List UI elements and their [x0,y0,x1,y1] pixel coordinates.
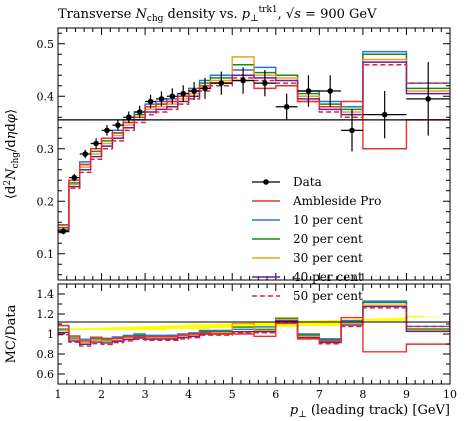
data-point [254,70,276,97]
legend-data-marker [263,179,269,185]
data-marker [425,96,432,102]
data-marker [147,98,154,105]
legend-entry-40-per-cent: 40 per cent [252,270,363,284]
data-marker [136,109,143,115]
data-point [362,91,407,139]
x-tick-label: 9 [403,388,410,401]
legend-label: 10 per cent [293,213,363,227]
main-plot-frame [57,27,451,281]
y-tick-label: 0.3 [37,143,55,156]
data-marker [82,151,89,157]
data-point [0,117,450,123]
x-tick-label: 6 [272,388,279,401]
data-marker [381,111,388,118]
data-point [406,62,450,136]
data-point [79,149,91,159]
data-marker [158,96,165,102]
legend-entry-ambleside-pro: Ambleside Pro [252,194,381,208]
ratio-series-group [58,300,450,353]
ratio-y-tick-label: 1 [47,328,54,341]
x-tick-label: 7 [316,388,323,401]
data-marker [125,114,132,121]
legend-label-data: Data [293,175,322,189]
data-point [166,88,178,105]
data-marker [349,127,355,134]
data-point [112,119,124,131]
legend-entry-20-per-cent: 20 per cent [252,232,363,246]
data-marker [283,103,290,110]
data-point [275,93,298,120]
data-point [232,67,254,94]
y-tick-label: 0.1 [37,248,55,261]
data-marker [115,122,121,128]
ratio-line-40-per-cent [58,305,450,346]
legend-label: 30 per cent [293,251,363,265]
legend-entry-data: Data [252,175,322,189]
legend-entry-10-per-cent: 10 per cent [252,213,363,227]
data-point [177,85,189,103]
ratio-y-tick-label: 1.4 [37,288,55,301]
x-tick-label: 10 [443,388,457,401]
data-point [123,111,135,124]
data-marker [104,127,110,134]
x-tick-label: 2 [98,388,105,401]
data-marker [180,90,187,97]
data-point [134,105,146,119]
ratio-y-axis-label: MC/Data [4,304,19,363]
data-point [297,75,320,107]
data-marker [262,80,268,86]
data-marker [71,174,78,181]
data-point [210,71,233,95]
legend-label: 40 per cent [293,270,363,284]
x-tick-label: 8 [359,388,366,401]
data-marker [327,88,334,94]
data-marker [60,228,67,234]
y-tick-label: 0.4 [37,90,55,103]
series-line-ambleside-pro [58,79,450,226]
ratio-line-ambleside-pro [58,316,450,353]
data-marker [202,85,208,92]
data-point [90,138,102,149]
data-point [145,94,156,109]
data-marker [218,80,225,86]
legend-label: 50 per cent [293,289,363,303]
legend-label: Ambleside Pro [292,194,381,208]
x-axis-label: p⊥ (leading track) [GeV] [290,403,450,420]
data-point [199,77,211,99]
main-series-group [58,50,450,233]
data-marker [169,93,176,100]
y-tick-label: 0.5 [37,38,55,51]
data-points-group [0,62,450,235]
ratio-line-50-per-cent [58,307,450,347]
data-marker [240,77,246,84]
y-axis-label: ⟨d2Nchg/dηdφ⟩ [3,109,21,199]
data-point [341,109,363,152]
data-point [188,82,200,100]
data-point [319,75,342,107]
data-point [101,125,113,136]
legend: Data Ambleside Pro 10 per cent 20 per cent 3… [252,175,381,303]
ratio-y-tick-label: 1.2 [37,308,55,321]
x-tick-label: 3 [142,388,149,401]
ratio-y-tick-label: 0.6 [37,368,55,381]
data-marker [93,140,99,147]
data-point [58,228,69,235]
data-point [68,173,80,182]
x-tick-label: 1 [55,388,62,401]
data-marker [191,88,197,94]
x-tick-label: 5 [229,388,236,401]
data-point [156,91,167,107]
chart-title: Transverse Nchg density vs. p⊥trk1, √s =… [58,5,377,24]
data-marker [305,88,312,94]
data-marker [0,117,3,123]
legend-entry-50-per-cent: 50 per cent [252,289,363,303]
legend-label: 20 per cent [293,232,363,246]
ratio-y-tick-label: 0.8 [37,348,55,361]
legend-entry-30-per-cent: 30 per cent [252,251,363,265]
x-tick-label: 4 [185,388,192,401]
y-tick-label: 0.2 [37,195,55,208]
